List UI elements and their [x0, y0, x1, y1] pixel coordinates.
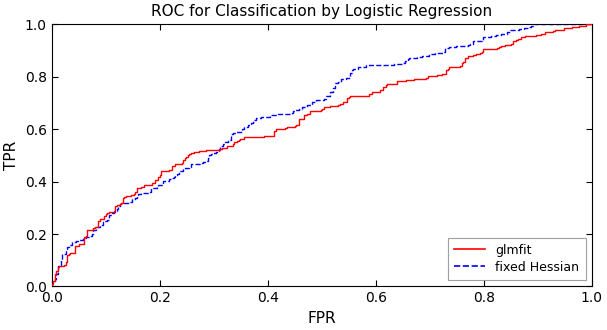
Legend: glmfit, fixed Hessian: glmfit, fixed Hessian [448, 238, 586, 280]
X-axis label: FPR: FPR [307, 311, 336, 326]
Y-axis label: TPR: TPR [4, 141, 19, 170]
Title: ROC for Classification by Logistic Regression: ROC for Classification by Logistic Regre… [151, 4, 492, 19]
